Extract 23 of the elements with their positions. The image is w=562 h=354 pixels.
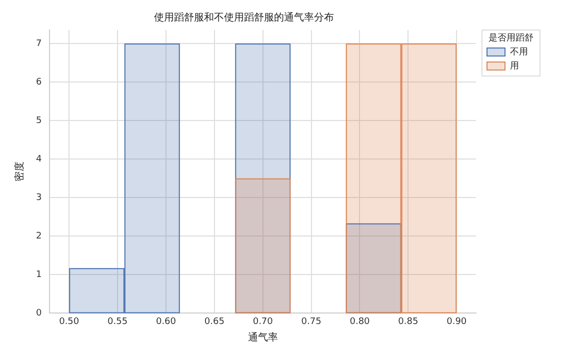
legend-label: 用 [510, 61, 519, 72]
x-tick-label: 0.50 [59, 316, 80, 327]
x-tick-label: 0.75 [301, 316, 322, 327]
x-tick-label: 0.85 [398, 316, 418, 327]
x-tick-label: 0.55 [108, 316, 128, 327]
y-tick-label: 7 [36, 38, 42, 49]
y-tick-label: 0 [36, 308, 42, 319]
x-tick-label: 0.70 [252, 316, 274, 327]
x-tick-label: 0.80 [350, 316, 370, 327]
x-axis-title: 通气率 [248, 332, 278, 344]
legend-title: 是否用蹈舒 [488, 32, 534, 44]
y-tick-label: 4 [36, 154, 42, 164]
x-tick-label: 0.60 [156, 316, 176, 327]
y-tick-label: 5 [36, 116, 42, 126]
legend-label: 不用 [510, 47, 528, 58]
y-tick-label: 3 [36, 192, 42, 203]
y-tick-label: 2 [36, 231, 42, 242]
y-tick-label: 6 [36, 77, 42, 88]
x-tick-label: 0.65 [204, 316, 224, 327]
y-tick-label: 1 [36, 270, 42, 280]
y-axis-title: 密度 [14, 162, 26, 182]
chart-title: 使用蹈舒服和不使用蹈舒服的通气率分布 [154, 12, 334, 24]
x-tick-label: 0.90 [446, 316, 467, 327]
